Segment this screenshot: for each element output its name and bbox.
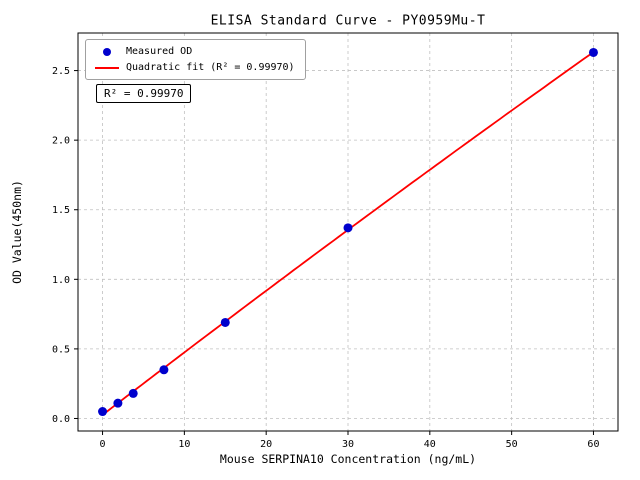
- legend-item-measured-od: Measured OD: [94, 46, 295, 57]
- x-tick-label: 0: [100, 439, 106, 450]
- y-axis-label: OD Value(450nm): [10, 180, 24, 284]
- x-tick-label: 60: [587, 439, 599, 450]
- data-point: [343, 223, 353, 233]
- y-tick-label: 1.5: [52, 205, 70, 216]
- scatter-marker-icon: [103, 47, 111, 56]
- y-tick-label: 0.5: [52, 344, 70, 355]
- line-marker-icon: [95, 66, 119, 69]
- data-point: [220, 317, 230, 327]
- legend: Measured OD Quadratic fit (R² = 0.99970): [85, 39, 306, 80]
- data-point: [98, 407, 108, 417]
- data-point: [128, 388, 138, 398]
- legend-marker-area: [94, 66, 120, 69]
- x-tick-label: 40: [424, 439, 436, 450]
- data-point: [588, 47, 598, 57]
- x-axis-label: Mouse SERPINA10 Concentration (ng/mL): [219, 452, 477, 466]
- y-tick-label: 2.0: [52, 136, 70, 147]
- y-tick-label: 1.0: [52, 275, 70, 286]
- x-tick-label: 10: [178, 439, 190, 450]
- legend-label-measured-od: Measured OD: [126, 46, 193, 57]
- legend-label-quadratic-fit: Quadratic fit (R² = 0.99970): [126, 62, 295, 73]
- y-tick-label: 2.5: [52, 66, 70, 77]
- legend-marker-area: [94, 47, 120, 56]
- x-tick-label: 20: [260, 439, 272, 450]
- legend-item-quadratic-fit: Quadratic fit (R² = 0.99970): [94, 62, 295, 73]
- data-point: [159, 365, 169, 375]
- r-squared-annotation: R² = 0.99970: [96, 84, 192, 103]
- data-point: [113, 398, 123, 408]
- x-tick-label: 30: [342, 439, 354, 450]
- x-tick-label: 50: [506, 439, 518, 450]
- y-tick-label: 0.0: [52, 414, 70, 425]
- chart-title: ELISA Standard Curve - PY0959Mu-T: [210, 13, 486, 29]
